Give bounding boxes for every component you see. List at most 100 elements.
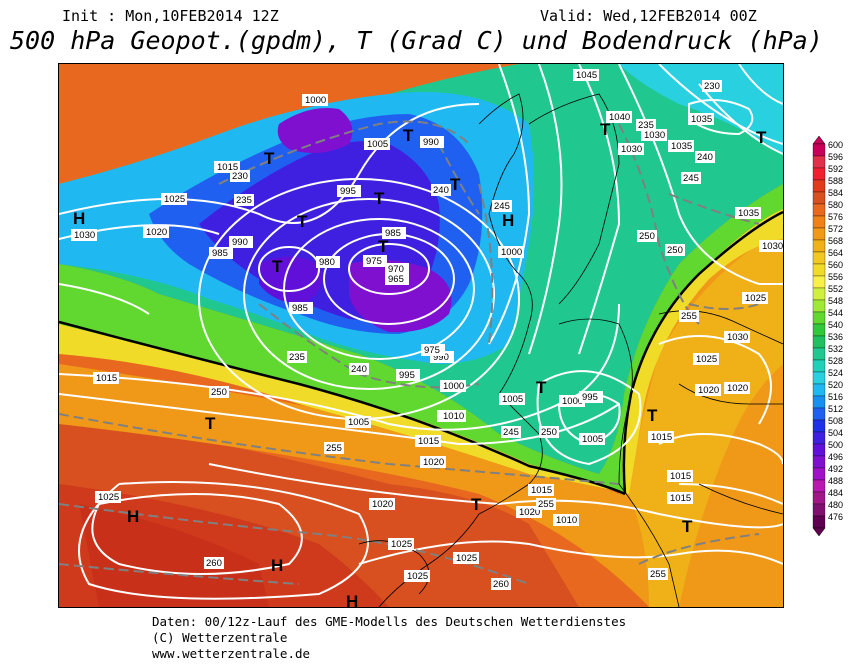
legend-value: 508 (828, 416, 843, 426)
svg-text:995: 995 (399, 370, 415, 381)
svg-text:245: 245 (494, 201, 510, 212)
footer-data-source: Daten: 00/12z-Lauf des GME-Modells des D… (152, 614, 627, 629)
isobar-label: 1025 (453, 552, 479, 564)
low-center: T (536, 378, 547, 397)
isobar-label: 970 (385, 263, 409, 275)
isobar-label: 1000 (498, 246, 524, 258)
legend-value: 580 (828, 200, 843, 210)
isobar-label: 1030 (618, 143, 644, 155)
svg-text:1020: 1020 (698, 385, 719, 396)
legend-value: 480 (828, 500, 843, 510)
geopot-label: 255 (679, 310, 699, 322)
svg-text:1005: 1005 (502, 394, 523, 405)
geopot-label: 235 (636, 119, 656, 131)
svg-text:1000: 1000 (501, 247, 522, 258)
svg-text:1005: 1005 (367, 139, 388, 150)
isobar-label: 1025 (693, 353, 719, 365)
shade-band-496-b (277, 108, 353, 153)
legend-swatch (812, 311, 826, 325)
legend-value: 524 (828, 368, 843, 378)
svg-text:1025: 1025 (391, 539, 412, 550)
footer-website: www.wetterzentrale.de (152, 646, 311, 661)
low-center: T (272, 257, 283, 276)
isobar-label: 1020 (695, 384, 721, 396)
svg-text:1015: 1015 (217, 162, 238, 173)
svg-text:235: 235 (236, 195, 252, 206)
svg-text:250: 250 (211, 387, 227, 398)
legend-swatch (812, 383, 826, 397)
isobar-label: 1020 (369, 498, 395, 510)
isobar-label: 1015 (648, 431, 674, 443)
color-scale-legend: 600 596 592 588 584 580 576 572 568 564 560 556 552 5… (809, 135, 857, 537)
isobar-label: 1005 (364, 138, 390, 150)
legend-value: 552 (828, 284, 843, 294)
legend-swatch (812, 347, 826, 361)
geopot-label: 260 (491, 578, 511, 590)
legend-swatch (812, 275, 826, 289)
svg-text:975: 975 (424, 345, 440, 356)
legend-swatch (812, 155, 826, 169)
geopot-label: 245 (681, 172, 701, 184)
svg-text:985: 985 (292, 303, 308, 314)
legend-swatch (812, 335, 826, 349)
isobar-label: 1025 (388, 538, 414, 550)
legend-swatch (812, 371, 826, 385)
legend-value: 528 (828, 356, 843, 366)
svg-text:1035: 1035 (671, 141, 692, 152)
legend-swatch (812, 503, 826, 517)
svg-text:250: 250 (667, 245, 683, 256)
svg-text:1030: 1030 (727, 332, 748, 343)
isobar-label: 1020 (143, 226, 169, 238)
low-center: T (378, 237, 389, 256)
isobar-label: 1015 (528, 484, 554, 496)
geopot-552-line-b (622, 210, 783, 495)
svg-text:1020: 1020 (727, 383, 748, 394)
legend-value: 588 (828, 176, 843, 186)
init-time-label: Init : Mon,10FEB2014 12Z (62, 7, 279, 25)
legend-value: 484 (828, 488, 843, 498)
geopot-label: 235 (287, 351, 307, 363)
legend-value: 584 (828, 188, 843, 198)
svg-text:1030: 1030 (74, 230, 95, 241)
legend-arrow-bottom (812, 527, 826, 537)
geopot-label: 255 (536, 498, 556, 510)
geopot-label: 230 (230, 170, 250, 182)
svg-text:245: 245 (503, 427, 519, 438)
legend-value: 532 (828, 344, 843, 354)
svg-text:1020: 1020 (519, 507, 540, 518)
svg-text:990: 990 (232, 237, 248, 248)
legend-value: 560 (828, 260, 843, 270)
svg-text:250: 250 (639, 231, 655, 242)
geopot-label: 240 (695, 151, 715, 163)
svg-text:1025: 1025 (164, 194, 185, 205)
isobar-label: 1005 (579, 433, 605, 445)
legend-value: 520 (828, 380, 843, 390)
legend-swatch (812, 431, 826, 445)
isobar-label: 980 (316, 256, 340, 268)
valid-time-label: Valid: Wed,12FEB2014 00Z (540, 7, 757, 25)
weather-map[interactable]: 1045 1040 1035 1035 1030 1035 1030 1025 … (58, 63, 784, 608)
shade-band-544 (59, 184, 783, 494)
legend-value: 500 (828, 440, 843, 450)
svg-text:1000: 1000 (562, 396, 583, 407)
svg-text:1025: 1025 (456, 553, 477, 564)
shade-band-588 (79, 504, 269, 607)
legend-value: 564 (828, 248, 843, 258)
geopot-label: 235 (234, 194, 254, 206)
low-center: T (647, 406, 658, 425)
color-scale-bar: 600 596 592 588 584 580 576 572 568 564 560 556 552 5… (812, 135, 843, 537)
isobar-label: 1030 (641, 129, 667, 141)
svg-text:230: 230 (232, 171, 248, 182)
legend-value: 568 (828, 236, 843, 246)
isobar-label: 985 (209, 247, 233, 259)
high-center: H (346, 592, 358, 607)
svg-text:1035: 1035 (691, 114, 712, 125)
legend-value: 600 (828, 140, 843, 150)
svg-text:995: 995 (340, 186, 356, 197)
svg-text:240: 240 (433, 185, 449, 196)
legend-swatch (812, 167, 826, 181)
svg-text:995: 995 (582, 392, 598, 403)
legend-swatch (812, 455, 826, 469)
legend-swatch (812, 443, 826, 457)
high-center: H (127, 507, 139, 526)
